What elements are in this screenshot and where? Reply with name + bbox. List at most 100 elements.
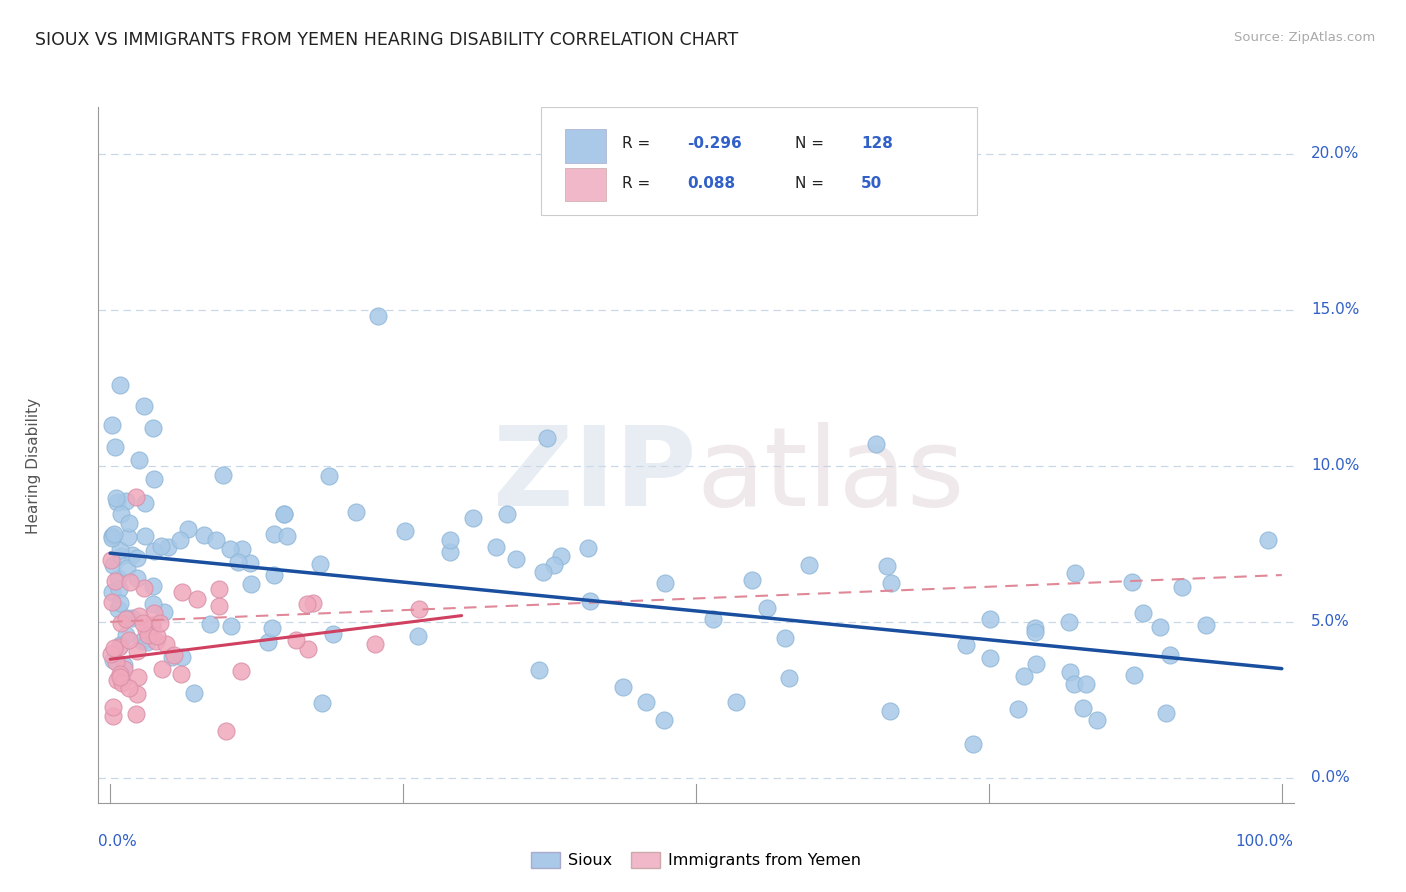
Point xyxy=(112,657,135,672)
Text: R =: R = xyxy=(621,136,655,152)
Point xyxy=(297,642,319,657)
Text: -0.296: -0.296 xyxy=(688,136,742,152)
Point xyxy=(186,592,208,607)
Point xyxy=(1074,677,1097,691)
Point xyxy=(505,552,527,566)
Point xyxy=(127,571,149,585)
Point xyxy=(142,579,165,593)
Point xyxy=(107,640,129,654)
Point xyxy=(143,472,166,486)
Point xyxy=(117,530,139,544)
Point xyxy=(1057,615,1080,629)
Text: 0.0%: 0.0% xyxy=(98,834,138,849)
Point xyxy=(439,533,461,548)
Point xyxy=(284,632,307,647)
Point xyxy=(876,559,898,574)
Point xyxy=(146,630,169,644)
Point xyxy=(114,612,136,626)
FancyBboxPatch shape xyxy=(565,129,606,162)
Point xyxy=(100,647,122,661)
Point xyxy=(101,558,124,572)
FancyBboxPatch shape xyxy=(540,107,977,215)
Point xyxy=(107,570,129,584)
Text: N =: N = xyxy=(796,176,830,191)
Point xyxy=(344,505,367,519)
Point xyxy=(105,495,128,509)
Point xyxy=(120,575,142,590)
Point xyxy=(322,627,344,641)
Point xyxy=(143,543,166,558)
Point xyxy=(231,542,253,557)
Point xyxy=(198,617,221,632)
Point xyxy=(105,673,128,687)
Point xyxy=(101,595,124,609)
Point xyxy=(136,635,159,649)
Point xyxy=(132,616,155,631)
Text: Hearing Disability: Hearing Disability xyxy=(27,398,42,534)
Point xyxy=(110,596,132,610)
Text: 100.0%: 100.0% xyxy=(1236,834,1294,849)
Point xyxy=(108,378,131,392)
Point xyxy=(536,432,558,446)
Point xyxy=(172,585,194,599)
Point xyxy=(240,576,263,591)
Point xyxy=(226,555,249,569)
Point xyxy=(238,556,260,570)
Legend: Sioux, Immigrants from Yemen: Sioux, Immigrants from Yemen xyxy=(524,846,868,875)
Point xyxy=(134,496,156,510)
Point xyxy=(257,635,280,649)
Point xyxy=(145,634,167,648)
Point xyxy=(579,594,602,608)
Point xyxy=(406,629,429,643)
Point xyxy=(108,670,131,684)
Point xyxy=(1071,700,1094,714)
Text: Source: ZipAtlas.com: Source: ZipAtlas.com xyxy=(1234,31,1375,45)
Point xyxy=(741,573,763,587)
Point xyxy=(103,526,125,541)
Point xyxy=(636,695,658,709)
Point xyxy=(142,421,165,435)
Point xyxy=(879,704,901,718)
Point xyxy=(485,540,508,554)
Point xyxy=(101,585,124,599)
Point xyxy=(115,611,138,625)
Text: 5.0%: 5.0% xyxy=(1312,615,1350,630)
Point xyxy=(1257,533,1279,548)
Point xyxy=(263,527,285,541)
Point xyxy=(725,695,748,709)
Text: R =: R = xyxy=(621,176,655,191)
Point xyxy=(439,545,461,559)
Point xyxy=(117,632,139,647)
Point xyxy=(150,539,173,553)
Point xyxy=(1024,621,1046,635)
Point xyxy=(756,600,779,615)
Point xyxy=(215,723,238,738)
Point xyxy=(110,549,132,563)
Point xyxy=(115,561,138,575)
Point xyxy=(1121,574,1143,589)
Point xyxy=(117,516,139,530)
Text: SIOUX VS IMMIGRANTS FROM YEMEN HEARING DISABILITY CORRELATION CHART: SIOUX VS IMMIGRANTS FROM YEMEN HEARING D… xyxy=(35,31,738,49)
Point xyxy=(1024,625,1046,640)
Point xyxy=(125,706,148,721)
Point xyxy=(979,650,1001,665)
Point xyxy=(263,568,285,582)
Text: 15.0%: 15.0% xyxy=(1312,302,1360,318)
Point xyxy=(107,602,129,616)
Text: 20.0%: 20.0% xyxy=(1312,146,1360,161)
Point xyxy=(112,662,135,676)
Point xyxy=(111,675,134,690)
Text: 50: 50 xyxy=(860,176,882,191)
Point xyxy=(276,529,298,543)
Point xyxy=(103,708,125,723)
Point xyxy=(121,548,143,562)
Point xyxy=(141,618,163,632)
Point xyxy=(110,616,132,631)
Point xyxy=(297,598,319,612)
Point xyxy=(115,493,138,508)
Point xyxy=(654,575,676,590)
Point xyxy=(208,582,231,596)
Point xyxy=(543,558,565,572)
Point xyxy=(1149,620,1171,634)
Point xyxy=(108,638,131,652)
